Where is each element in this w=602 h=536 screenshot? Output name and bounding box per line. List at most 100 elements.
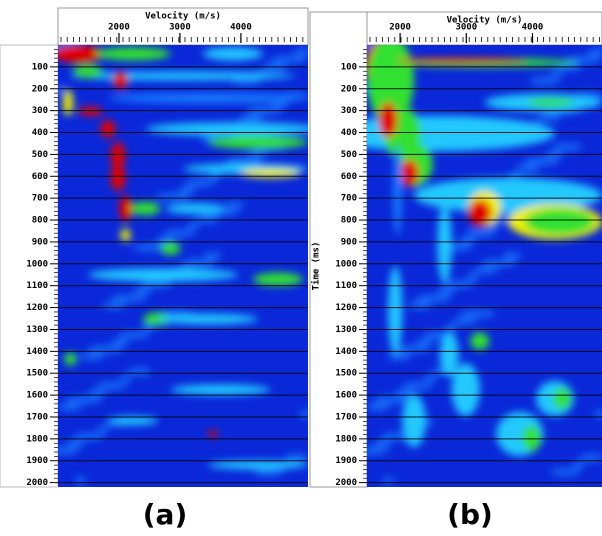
- semblance-blob: [208, 430, 218, 438]
- semblance-blob: [444, 280, 475, 289]
- semblance-blob: [127, 367, 152, 376]
- semblance-blob: [240, 113, 264, 122]
- semblance-blob: [402, 381, 433, 390]
- semblance-blob: [524, 208, 595, 236]
- semblance-blob: [416, 338, 435, 347]
- y-tick-label: 1500: [26, 369, 48, 379]
- semblance-blob: [382, 476, 395, 485]
- semblance-blob: [225, 157, 262, 166]
- semblance-blob: [95, 47, 171, 61]
- semblance-blob: [100, 120, 116, 138]
- semblance-blob: [178, 185, 197, 194]
- y-tick-label: 100: [341, 62, 357, 72]
- semblance-blob: [415, 294, 452, 303]
- semblance-blob: [66, 439, 84, 448]
- semblance-blob: [88, 345, 124, 354]
- y-axis-panel: [0, 44, 59, 488]
- semblance-blob: [226, 201, 244, 210]
- semblance-blob: [551, 69, 564, 78]
- y-tick-label: 700: [341, 194, 357, 204]
- semblance-blob: [550, 467, 581, 476]
- semblance-blob: [473, 265, 498, 274]
- y-tick-label: 600: [341, 172, 357, 182]
- semblance-blob: [593, 410, 602, 419]
- y-tick-label: 400: [32, 128, 48, 138]
- semblance-blob: [253, 272, 303, 286]
- semblance-blob: [110, 294, 147, 303]
- panel-label: (a): [143, 498, 188, 531]
- semblance-blob: [388, 266, 403, 355]
- semblance-blob: [78, 106, 103, 116]
- x-axis-title: Velocity (m/s): [447, 15, 523, 26]
- y-tick-label: 600: [32, 172, 48, 182]
- semblance-blob: [120, 228, 131, 242]
- y-tick-label: 800: [32, 216, 48, 226]
- y-tick-label: 900: [32, 237, 48, 247]
- y-axis-panel: [309, 11, 368, 488]
- semblance-blob: [503, 251, 522, 260]
- y-tick-label: 200: [32, 84, 48, 94]
- semblance-blob: [437, 287, 456, 296]
- y-tick-label: 700: [32, 194, 48, 204]
- semblance-blob: [203, 251, 222, 260]
- semblance-blob: [392, 146, 403, 236]
- y-tick-label: 1700: [335, 412, 357, 422]
- semblance-blob: [96, 381, 127, 390]
- semblance-blob: [145, 122, 308, 136]
- y-tick-label: 400: [341, 128, 357, 138]
- y-tick-label: 1500: [335, 369, 357, 379]
- semblance-blob: [439, 332, 459, 377]
- y-tick-label: 1100: [335, 281, 357, 291]
- semblance-blob: [408, 301, 433, 310]
- semblance-blob: [367, 446, 388, 455]
- semblance-blob: [285, 453, 308, 462]
- semblance-blob: [402, 394, 426, 448]
- semblance-blob: [160, 241, 181, 255]
- y-tick-label: 1600: [26, 391, 48, 401]
- y-tick-label: 300: [341, 106, 357, 116]
- y-tick-label: 1000: [26, 259, 48, 269]
- semblance-blob: [367, 402, 390, 411]
- semblance-blob: [63, 89, 73, 116]
- y-tick-label: 1700: [26, 412, 48, 422]
- y-tick-label: 1400: [335, 347, 357, 357]
- semblance-blob: [437, 204, 452, 284]
- semblance-blob: [108, 92, 308, 104]
- axis-header: [366, 11, 602, 46]
- y-tick-label: 100: [32, 62, 48, 72]
- semblance-blob: [73, 64, 103, 79]
- semblance-blob: [110, 142, 126, 169]
- semblance-blob: [459, 309, 496, 318]
- semblance-blob: [552, 143, 583, 152]
- semblance-blob: [208, 135, 308, 149]
- y-axis-title: Time (ms): [311, 242, 322, 291]
- semblance-blob: [468, 199, 492, 227]
- semblance-blob: [529, 76, 560, 85]
- semblance-map: [58, 45, 308, 487]
- semblance-blob: [552, 387, 572, 410]
- semblance-blob: [113, 71, 128, 90]
- semblance-blob: [74, 476, 87, 485]
- semblance-blob: [58, 45, 103, 63]
- y-tick-label: 1900: [26, 456, 48, 466]
- semblance-blob: [470, 332, 490, 350]
- semblance-blob: [158, 313, 258, 325]
- semblance-blob: [97, 425, 109, 434]
- semblance-blob: [516, 164, 541, 173]
- y-tick-label: 1300: [26, 325, 48, 335]
- x-tick-label: 4000: [522, 23, 544, 33]
- y-tick-label: 2000: [26, 478, 48, 488]
- semblance-blob: [88, 388, 107, 397]
- x-tick-label: 2000: [389, 23, 411, 33]
- semblance-blob: [572, 460, 585, 469]
- semblance-blob: [180, 258, 217, 267]
- semblance-blob: [110, 164, 126, 191]
- semblance-blob: [465, 229, 496, 238]
- y-tick-label: 1200: [335, 303, 357, 313]
- semblance-blob: [58, 446, 79, 455]
- semblance-blob: [579, 453, 602, 462]
- semblance-blob: [111, 338, 129, 347]
- semblance-blob: [203, 47, 263, 61]
- semblance-blob: [523, 157, 560, 166]
